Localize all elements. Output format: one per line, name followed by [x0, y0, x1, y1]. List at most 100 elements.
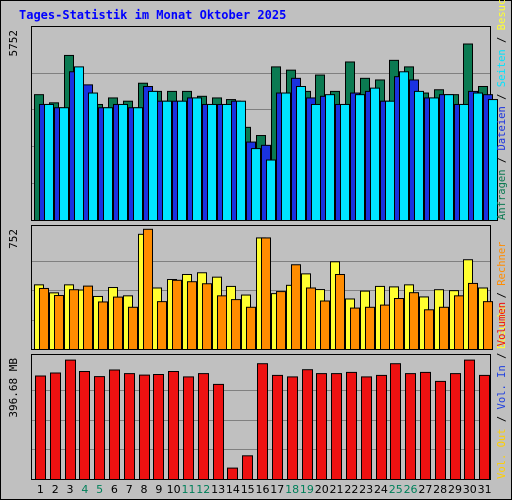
bar-rechner-day-7 [128, 306, 138, 350]
bar-rechner-day-23 [365, 306, 375, 350]
bar-volumen-day-26 [405, 373, 416, 480]
bar-rechner-day-24 [380, 304, 390, 350]
legend-entry: Besuche [496, 0, 508, 30]
x-tick-label-day-2: 2 [52, 483, 59, 496]
bar-rechner-day-2 [54, 295, 64, 350]
bar-seiten-day-9 [162, 100, 172, 221]
legend-entry: Seiten [496, 49, 508, 87]
bar-seiten-day-25 [399, 71, 409, 221]
bar-volumen-day-23 [361, 376, 372, 480]
bar-volumen-day-8 [139, 374, 150, 481]
x-tick-label-day-9: 9 [155, 483, 162, 496]
bar-seiten-day-5 [103, 107, 113, 221]
bar-volumen-day-20 [316, 373, 327, 480]
x-tick-label-day-31: 31 [478, 483, 492, 496]
x-tick-label-day-11: 11 [181, 483, 195, 496]
bar-volumen-day-22 [346, 371, 357, 480]
bar-seiten-day-11 [192, 97, 202, 221]
bar-rechner-day-20 [320, 300, 330, 351]
bar-volumen-day-9 [153, 374, 164, 481]
y-max-label-bottom: 396.68 MB [7, 358, 20, 418]
x-tick-label-day-13: 13 [211, 483, 225, 496]
bar-rechner-day-28 [439, 306, 449, 350]
bar-rechner-day-30 [468, 282, 478, 351]
bar-seiten-day-19 [311, 103, 321, 221]
bar-rechner-day-1 [39, 287, 49, 351]
bar-seiten-day-3 [74, 66, 84, 221]
x-tick-label-day-6: 6 [111, 483, 118, 496]
x-tick-label-day-3: 3 [67, 483, 74, 496]
bar-seiten-day-16 [266, 159, 276, 221]
bar-rechner-day-5 [98, 301, 108, 350]
legend-entry: Dateien [496, 106, 508, 150]
x-tick-label-day-19: 19 [300, 483, 314, 496]
bar-rechner-day-27 [424, 309, 434, 351]
bar-volumen-day-19 [302, 369, 313, 481]
x-tick-label-day-12: 12 [196, 483, 210, 496]
bar-seiten-day-30 [473, 92, 483, 221]
bar-rechner-day-14 [231, 299, 241, 351]
legend-entry: / [496, 286, 508, 305]
bar-rechner-day-21 [335, 273, 345, 351]
bar-volumen-day-25 [390, 363, 401, 480]
bar-rechner-day-29 [454, 295, 464, 351]
bar-rechner-day-15 [246, 306, 256, 350]
x-tick-label-day-27: 27 [418, 483, 432, 496]
x-tick-label-day-4: 4 [81, 483, 88, 496]
bar-seiten-day-26 [414, 90, 424, 221]
legend-entry: / [496, 87, 508, 106]
bar-volumen-day-11 [183, 376, 194, 480]
bar-rechner-day-18 [291, 264, 301, 350]
bar-seiten-day-20 [325, 94, 335, 221]
bar-volumen-day-17 [272, 374, 283, 481]
bar-volumen-day-3 [65, 359, 76, 480]
bar-seiten-day-8 [148, 90, 158, 221]
bar-rechner-day-26 [409, 292, 419, 350]
bar-rechner-day-22 [350, 307, 360, 350]
bar-seiten-day-6 [118, 103, 128, 221]
bar-seiten-day-17 [281, 92, 291, 221]
legend-entry: Anfragen [496, 169, 508, 220]
bar-rechner-day-16 [261, 237, 271, 351]
x-tick-label-day-23: 23 [359, 483, 373, 496]
bar-rechner-day-11 [187, 281, 197, 350]
bar-volumen-day-1 [35, 375, 46, 480]
bar-rechner-day-6 [113, 296, 123, 350]
legend-entry: Rechner [496, 242, 508, 286]
legend-entry: Vol. Out [496, 428, 508, 479]
bar-volumen-day-15 [242, 455, 253, 481]
bar-seiten-day-18 [296, 85, 306, 222]
x-tick-label-day-28: 28 [433, 483, 447, 496]
bar-seiten-day-13 [222, 103, 232, 221]
bar-seiten-day-15 [251, 148, 261, 221]
bar-rechner-day-9 [157, 301, 167, 351]
bar-rechner-day-13 [217, 295, 227, 351]
bar-rechner-day-8 [143, 228, 153, 350]
x-tick-label-day-17: 17 [270, 483, 284, 496]
y-max-label-top: 5752 [7, 30, 20, 57]
legend-entry: / [496, 409, 508, 428]
right-legend-top: Anfragen / Dateien / Seiten / Besuche [496, 0, 508, 220]
bar-seiten-day-24 [385, 100, 395, 221]
x-tick-label-day-24: 24 [374, 483, 388, 496]
x-tick-label-day-30: 30 [463, 483, 477, 496]
legend-entry: / [496, 346, 508, 365]
x-tick-label-day-25: 25 [389, 483, 403, 496]
bar-rechner-day-31 [483, 301, 493, 351]
legend-entry: Volumen [496, 302, 508, 346]
bar-seiten-day-22 [355, 94, 365, 221]
bar-seiten-day-12 [207, 103, 217, 221]
bar-seiten-day-28 [444, 94, 454, 221]
bar-volumen-day-27 [420, 371, 431, 480]
x-tick-label-day-22: 22 [344, 483, 358, 496]
bar-rechner-day-10 [172, 279, 182, 351]
bar-rechner-day-17 [276, 291, 286, 351]
bar-rechner-day-3 [69, 289, 79, 350]
bar-seiten-day-21 [340, 103, 350, 221]
bar-rechner-day-4 [83, 285, 93, 350]
bar-volumen-day-5 [94, 376, 105, 480]
bar-rechner-day-25 [394, 298, 404, 350]
bar-seiten-day-31 [488, 99, 498, 221]
bar-volumen-day-10 [168, 371, 179, 480]
